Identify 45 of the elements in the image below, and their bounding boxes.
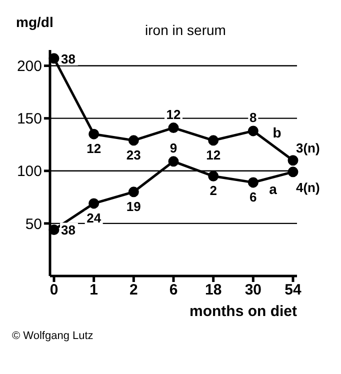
point	[48, 224, 60, 235]
point	[288, 166, 298, 178]
annotation: 12	[206, 147, 221, 162]
annotation: 2	[210, 183, 217, 198]
annotation: 6	[250, 189, 257, 204]
y-tick-label: 150	[16, 110, 42, 128]
chart-title: iron in serum	[145, 22, 226, 38]
annotation: 19	[126, 198, 141, 214]
annotation: 9	[170, 140, 178, 156]
x-tick-label: 0	[50, 282, 58, 299]
point	[208, 170, 219, 182]
series-label: b	[272, 124, 282, 141]
annotation: 38	[61, 51, 76, 66]
y-axis-title: mg/dl	[16, 14, 54, 30]
x-tick-label: 54	[284, 282, 302, 299]
point	[248, 126, 258, 136]
point	[288, 155, 298, 166]
point	[128, 135, 139, 146]
point	[168, 122, 179, 134]
annotation: 3(n)	[296, 140, 320, 156]
annotation: 24	[86, 210, 102, 226]
point	[88, 198, 100, 209]
x-tick-label: 6	[169, 282, 178, 299]
point	[128, 186, 139, 198]
y-tick-label: 200	[16, 58, 42, 76]
x-axis-title: months on diet	[190, 303, 297, 320]
x-tick-label: 30	[244, 282, 262, 299]
x-tick-label: 2	[129, 282, 138, 299]
annotation: 23	[126, 147, 141, 162]
point	[168, 156, 179, 167]
y-tick-label: 50	[25, 216, 42, 233]
annotation: 8	[250, 110, 257, 125]
point	[48, 53, 60, 64]
x-tick-label: 1	[90, 282, 98, 299]
point	[248, 177, 258, 188]
point	[88, 128, 100, 140]
annotation: 38	[61, 222, 76, 238]
annotation: 4(n)	[296, 180, 320, 195]
x-tick-label: 18	[204, 282, 222, 299]
series-label: a	[269, 181, 278, 198]
text: © Wolfgang Lutz	[12, 330, 94, 342]
y-tick-label: 100	[16, 163, 42, 180]
annotation: 12	[166, 106, 181, 122]
point	[208, 135, 219, 146]
annotation: 12	[86, 141, 102, 156]
